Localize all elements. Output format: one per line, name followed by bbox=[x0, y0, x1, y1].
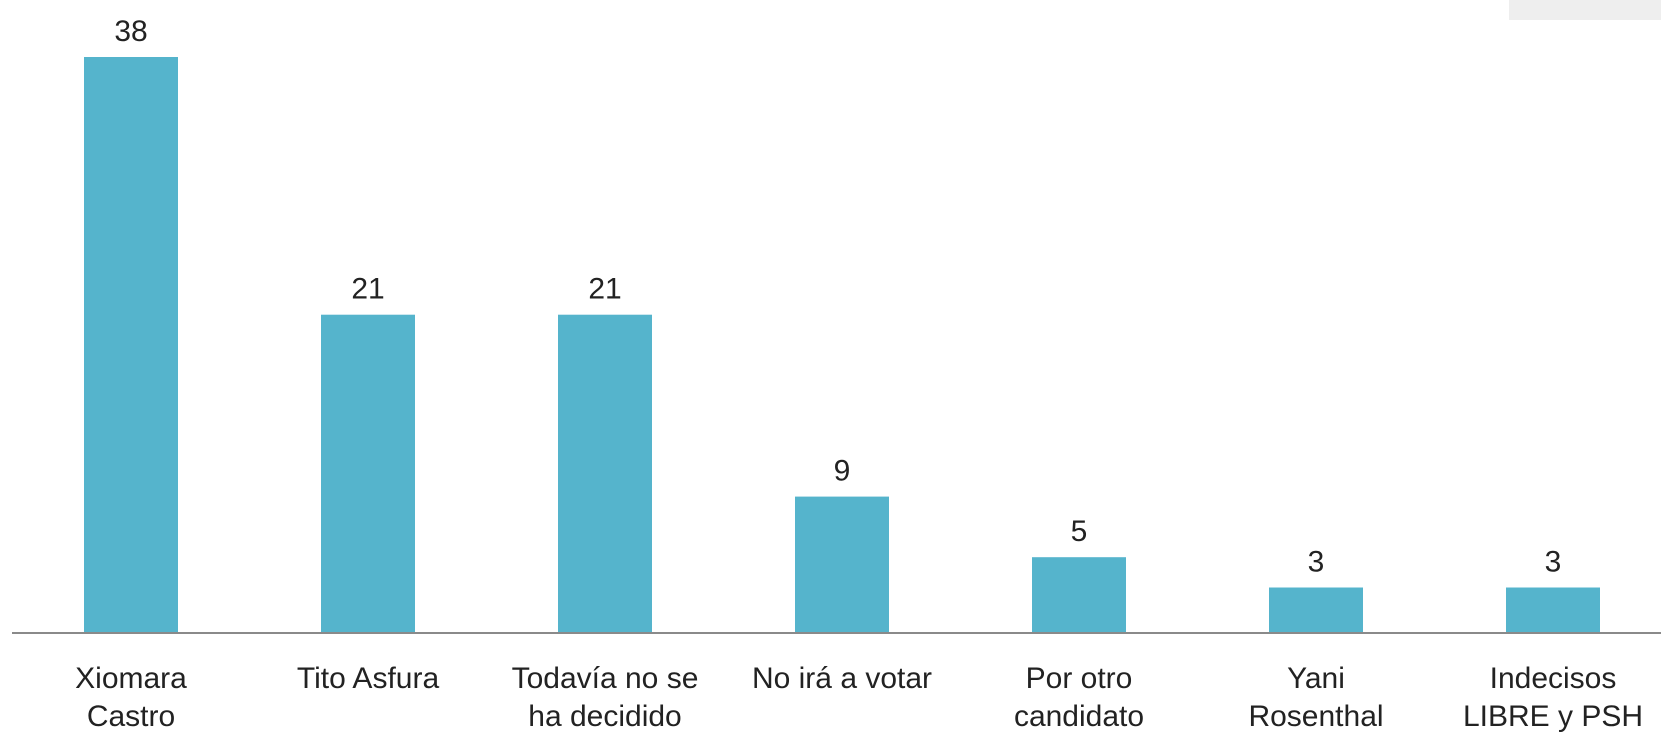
data-label-6: 3 bbox=[1545, 546, 1562, 579]
category-label-line: Por otro bbox=[1026, 662, 1133, 695]
bar-3 bbox=[795, 496, 889, 633]
category-labels-group: Xiomara Castro Tito Asfura Todavía no se ha … bbox=[75, 662, 1643, 733]
data-label-2: 21 bbox=[588, 273, 621, 306]
bar-6 bbox=[1506, 587, 1600, 633]
category-label-line: Tito Asfura bbox=[297, 662, 440, 695]
data-label-5: 3 bbox=[1308, 546, 1325, 579]
category-label-line: LIBRE y PSH bbox=[1463, 700, 1643, 733]
bar-1 bbox=[321, 314, 415, 633]
category-label-4: Por otro candidato bbox=[1014, 662, 1144, 733]
data-label-0: 38 bbox=[114, 15, 147, 48]
category-label-line: Indecisos bbox=[1490, 662, 1617, 695]
category-label-1: Tito Asfura bbox=[297, 662, 440, 695]
category-label-line: ha decidido bbox=[528, 700, 681, 733]
data-label-3: 9 bbox=[834, 455, 851, 488]
category-label-5: Yani Rosenthal bbox=[1248, 662, 1383, 733]
category-label-line: Castro bbox=[87, 700, 175, 733]
category-label-line: Xiomara bbox=[75, 662, 187, 695]
category-label-2: Todavía no se ha decidido bbox=[512, 662, 699, 733]
data-label-1: 21 bbox=[351, 273, 384, 306]
value-labels-group: 38 21 21 9 5 3 3 bbox=[114, 15, 1561, 579]
corner-overlay-block bbox=[1509, 0, 1661, 20]
category-label-3: No irá a votar bbox=[752, 662, 932, 695]
data-label-4: 5 bbox=[1071, 515, 1088, 548]
category-label-line: Yani bbox=[1287, 662, 1345, 695]
bar-2 bbox=[558, 314, 652, 633]
category-label-line: Rosenthal bbox=[1248, 700, 1383, 733]
category-label-line: Todavía no se bbox=[512, 662, 699, 695]
bar-0 bbox=[84, 57, 178, 633]
bar-4 bbox=[1032, 557, 1126, 633]
category-label-0: Xiomara Castro bbox=[75, 662, 187, 733]
category-label-line: candidato bbox=[1014, 700, 1144, 733]
category-label-line: No irá a votar bbox=[752, 662, 932, 695]
bar-5 bbox=[1269, 587, 1363, 633]
bars-group bbox=[84, 57, 1600, 633]
category-label-6: Indecisos LIBRE y PSH bbox=[1463, 662, 1643, 733]
